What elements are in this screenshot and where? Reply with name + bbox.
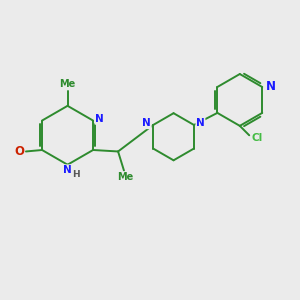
Text: Me: Me — [117, 172, 134, 182]
Text: N: N — [142, 118, 151, 128]
Text: N: N — [266, 80, 275, 93]
Text: O: O — [14, 145, 24, 158]
Text: N: N — [63, 165, 72, 175]
Text: Me: Me — [59, 79, 76, 89]
Text: N: N — [196, 118, 205, 128]
Text: N: N — [95, 114, 104, 124]
Text: Cl: Cl — [252, 133, 263, 143]
Text: H: H — [72, 169, 80, 178]
